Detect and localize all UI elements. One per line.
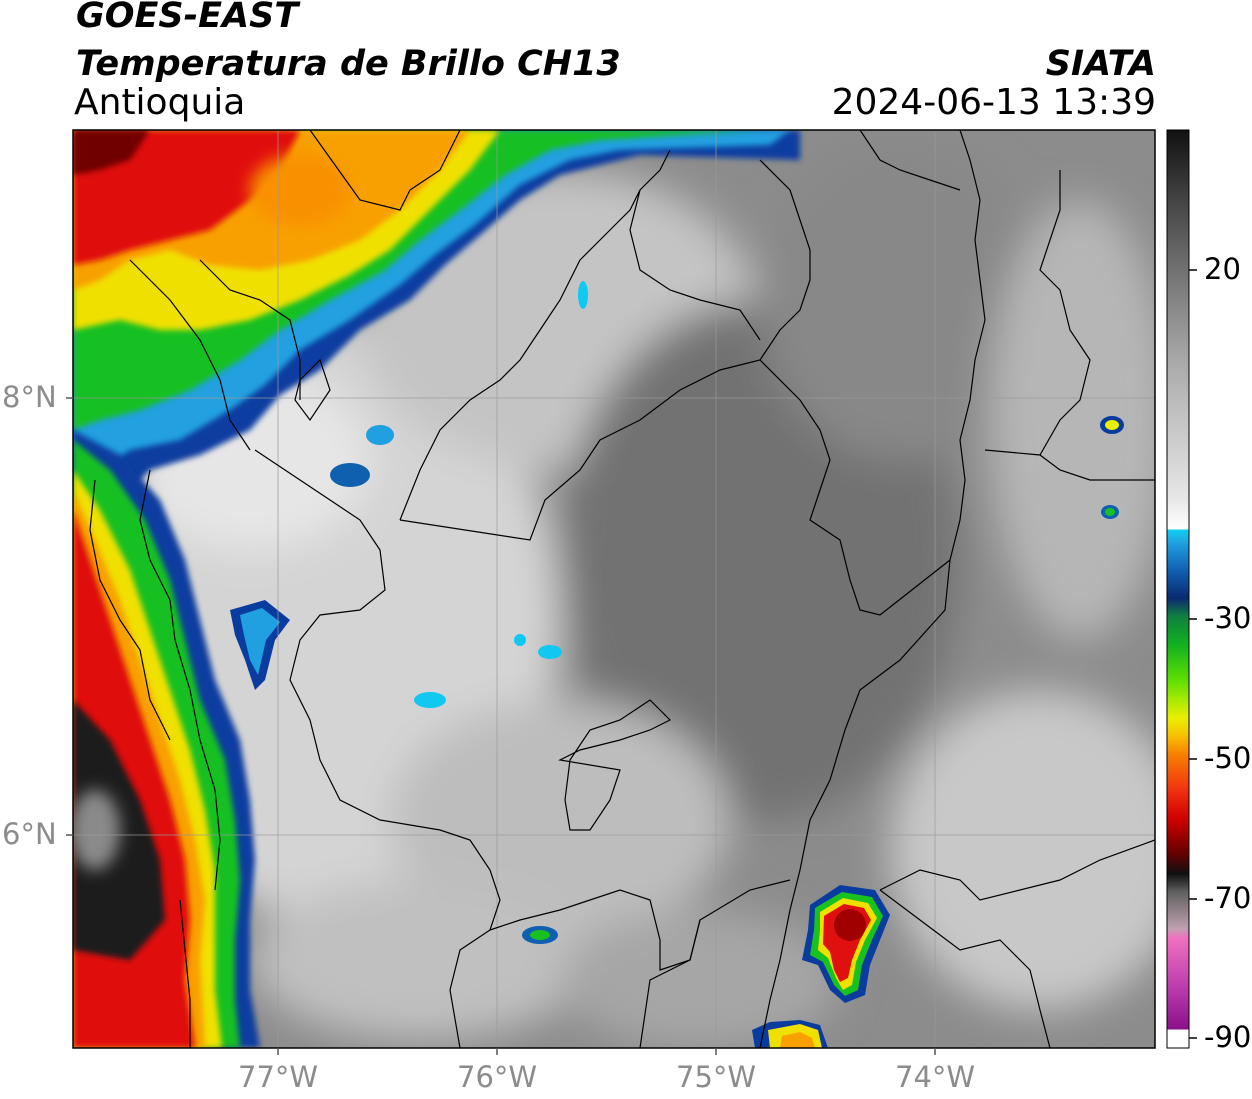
colorbar-tick-minus50: -50 bbox=[1204, 741, 1252, 775]
lon-label-75w: 75°W bbox=[676, 1060, 757, 1094]
product-title: Temperatura de Brillo CH13 bbox=[76, 44, 621, 84]
map-frame bbox=[72, 129, 1156, 1049]
colorbar-ticks bbox=[1189, 269, 1197, 1039]
lon-label-76w: 76°W bbox=[457, 1060, 538, 1094]
datetime-label: 2024-06-13 13:39 bbox=[831, 82, 1156, 123]
colorbar-tick-minus90: -90 bbox=[1204, 1020, 1252, 1054]
gridlines bbox=[73, 130, 1155, 1048]
colorbar-tick-minus70: -70 bbox=[1204, 881, 1252, 915]
colorbar-tick-20: 20 bbox=[1204, 252, 1241, 286]
lat-label-8n: 8°N bbox=[2, 380, 57, 414]
satellite-title: GOES-EAST bbox=[76, 0, 299, 36]
colorbar-tick-minus30: -30 bbox=[1204, 601, 1252, 635]
boundaries bbox=[89, 130, 1155, 1048]
organization-label: SIATA bbox=[1045, 44, 1156, 84]
region-label: Antioquia bbox=[74, 82, 246, 123]
lon-label-74w: 74°W bbox=[895, 1060, 976, 1094]
lat-label-6n: 6°N bbox=[2, 817, 57, 851]
lon-label-77w: 77°W bbox=[238, 1060, 319, 1094]
colorbar bbox=[1166, 129, 1190, 1049]
